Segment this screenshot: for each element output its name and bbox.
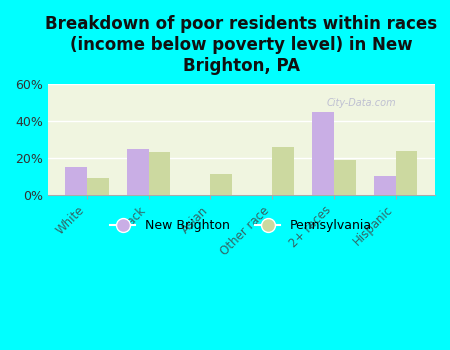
- Bar: [272, 147, 294, 195]
- Bar: [148, 153, 171, 195]
- Bar: [396, 150, 418, 195]
- Bar: [334, 160, 356, 195]
- Bar: [65, 167, 87, 195]
- Text: City-Data.com: City-Data.com: [327, 98, 396, 108]
- Bar: [312, 112, 334, 195]
- Bar: [374, 176, 396, 195]
- Title: Breakdown of poor residents within races
(income below poverty level) in New
Bri: Breakdown of poor residents within races…: [45, 15, 437, 75]
- Legend: New Brighton, Pennsylvania: New Brighton, Pennsylvania: [105, 214, 378, 237]
- Bar: [87, 178, 108, 195]
- Bar: [211, 174, 232, 195]
- Bar: [127, 149, 148, 195]
